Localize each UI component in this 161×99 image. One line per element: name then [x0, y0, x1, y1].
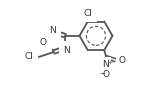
Text: N: N — [63, 46, 70, 55]
Text: Cl: Cl — [25, 52, 34, 61]
Text: O: O — [103, 70, 110, 79]
Text: N: N — [102, 60, 109, 69]
Text: Cl: Cl — [83, 9, 92, 18]
Text: O: O — [40, 38, 47, 47]
Text: −: − — [99, 71, 105, 77]
Text: O: O — [118, 56, 125, 65]
Text: N: N — [49, 26, 56, 35]
Text: +: + — [107, 60, 112, 65]
